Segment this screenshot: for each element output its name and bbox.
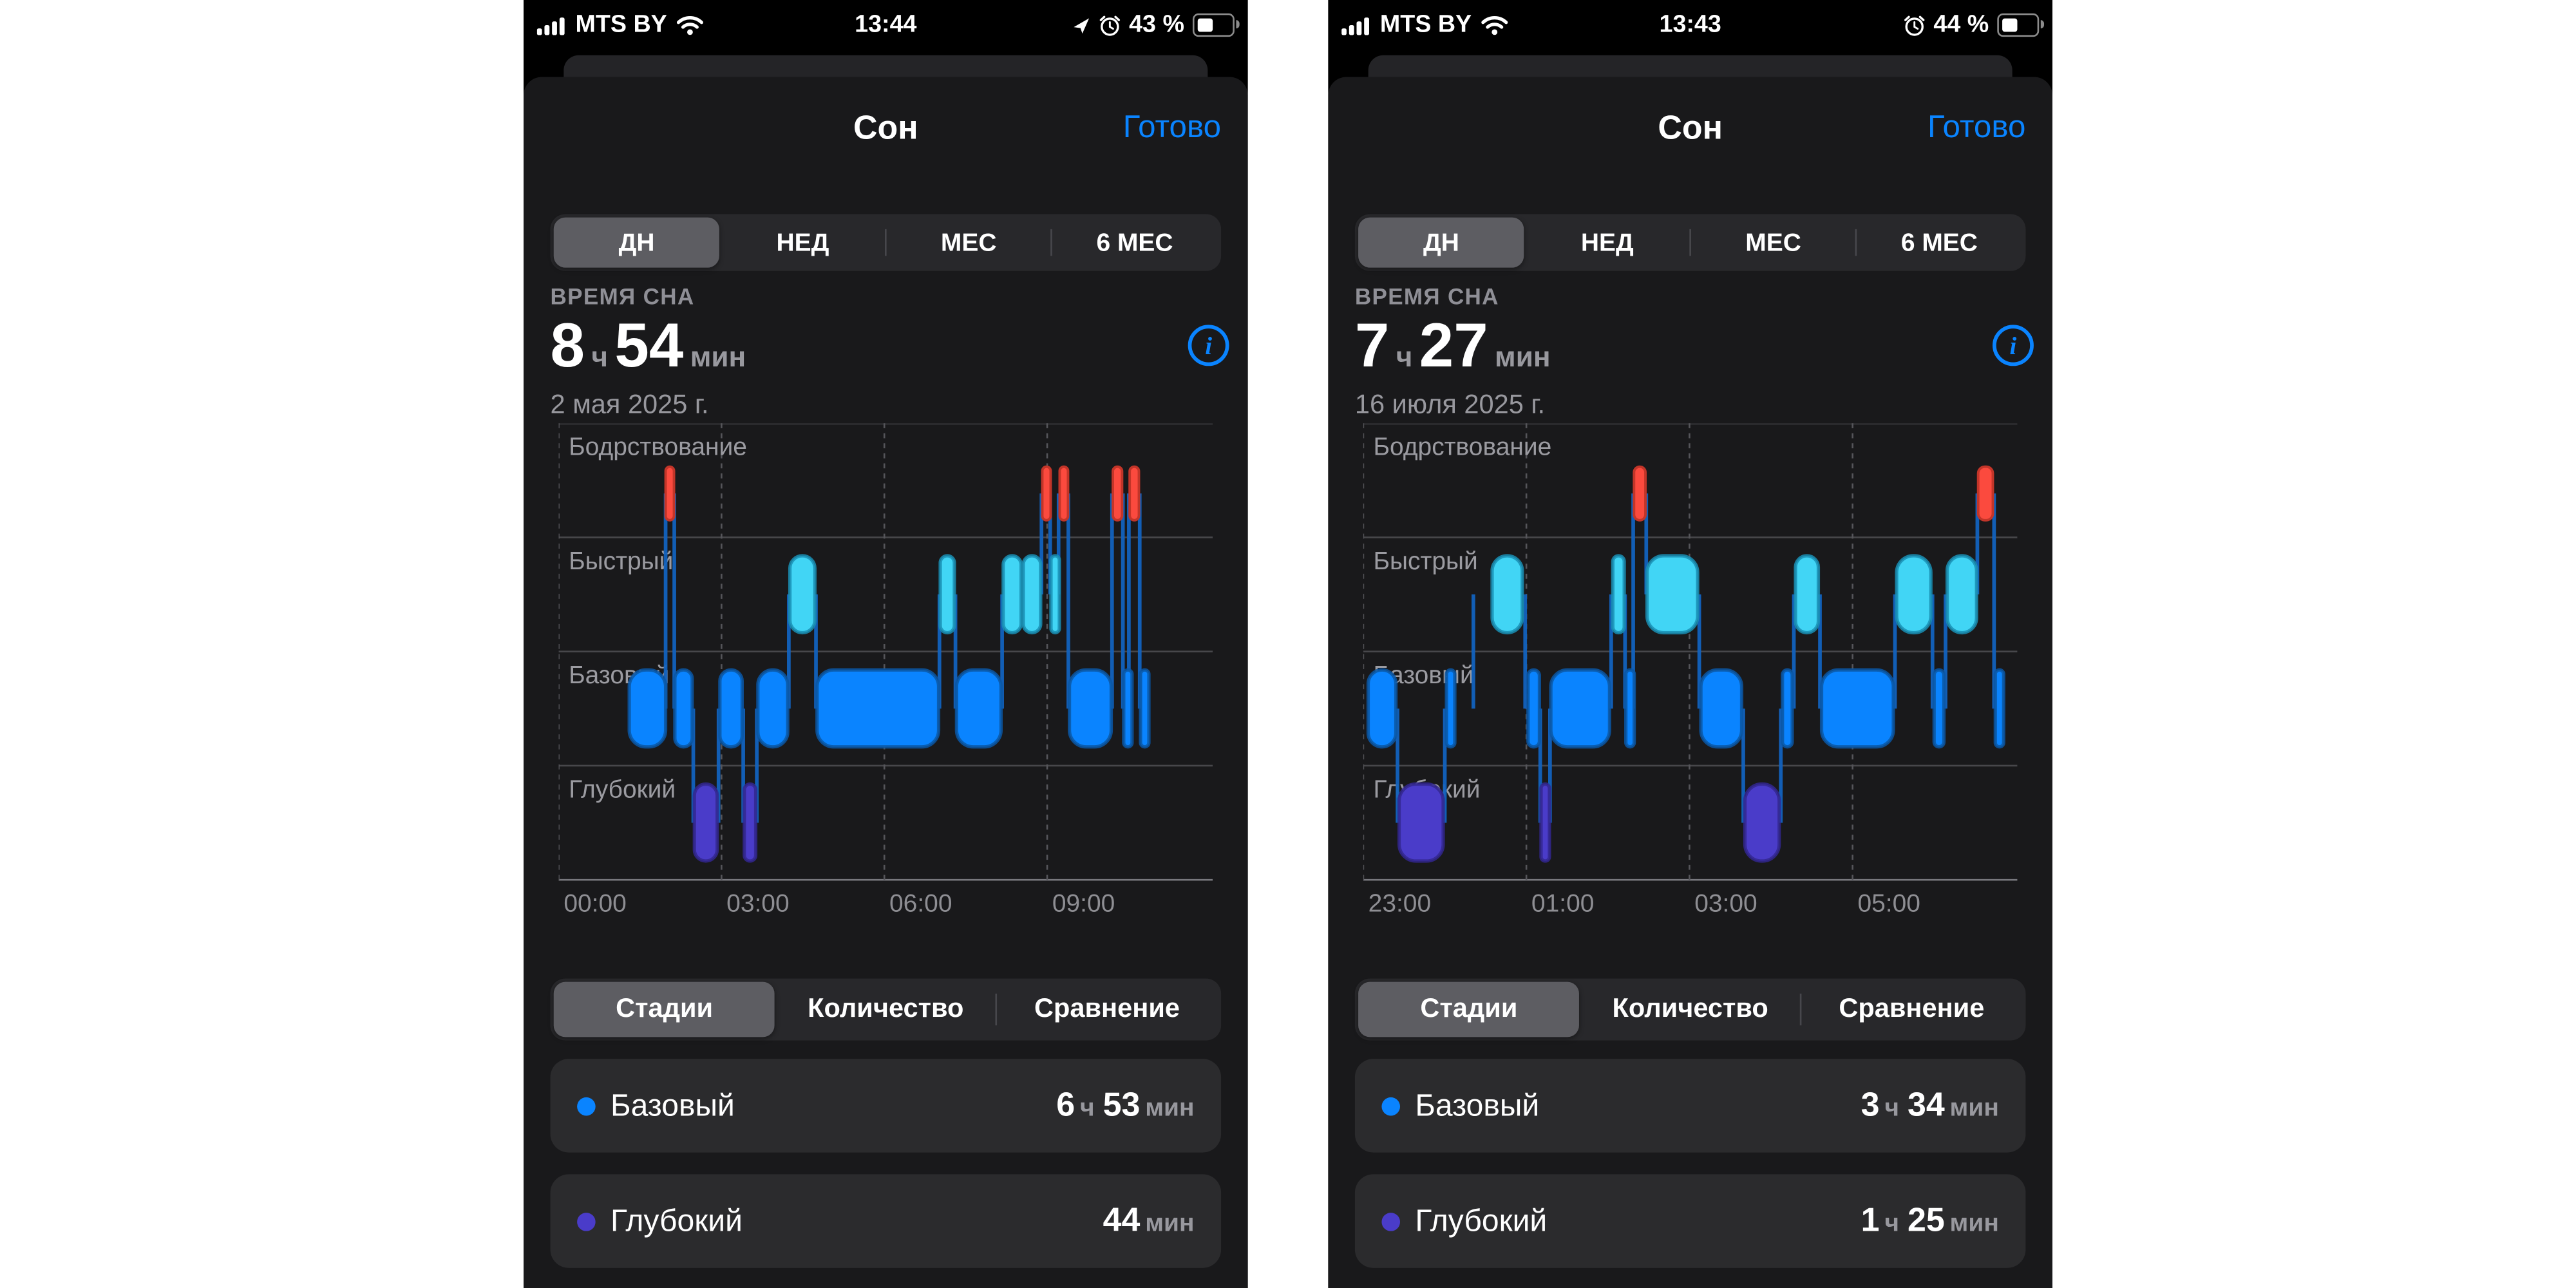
date-label: 2 мая 2025 г.: [550, 391, 709, 420]
legend-row-core[interactable]: Базовый 3 ч 34 мин: [1354, 1059, 2026, 1153]
svg-text:i: i: [1205, 333, 1212, 361]
deep-stage-dot: [1381, 1211, 1401, 1231]
svg-text:Глубокий: Глубокий: [569, 775, 676, 803]
svg-text:00:00: 00:00: [564, 890, 626, 918]
segment-tab-3[interactable]: МЕС: [1689, 218, 1857, 268]
segment-tab-3[interactable]: Сравнение: [995, 982, 1218, 1037]
hours-unit: ч: [1396, 341, 1413, 374]
legend-row-value: 6 ч 53 мин: [1056, 1086, 1195, 1124]
sleep-sheet: Сон Готово ДН НЕД МЕС 6 МЕС ВРЕМЯ СНА 8 ч 5…: [523, 77, 1248, 1288]
hypnogram-svg: 23:00 01:00 03:00 05:00 Бодрствование Быстрый…: [1362, 423, 2018, 918]
svg-text:06:00: 06:00: [889, 890, 952, 918]
iphone-screen-right: MTS BY 13:43 44 % Сон Готово ДН НЕД МЕС 6 М…: [1328, 0, 2053, 1288]
page-title: Сон: [1658, 110, 1723, 147]
segment-tab-1[interactable]: ДН: [1358, 217, 1524, 268]
info-button[interactable]: i: [1186, 323, 1231, 368]
hours-value: 8: [550, 311, 585, 380]
hypnogram-svg: 00:00 03:00 06:00 09:00 Бодрствование Быстрый…: [558, 423, 1213, 918]
segment-tab-3[interactable]: МЕС: [885, 218, 1052, 268]
segment-tab-2[interactable]: НЕД: [1524, 218, 1690, 268]
svg-text:05:00: 05:00: [1857, 890, 1920, 918]
svg-text:i: i: [2010, 333, 2017, 361]
legend-row-deep[interactable]: Глубокий 1 ч 25 мин: [1354, 1174, 2026, 1268]
stage-legend-list: Базовый 6 ч 53 мин Глубокий 44 мин: [550, 1059, 1222, 1288]
cellular-signal-icon: [1341, 16, 1369, 35]
legend-row-value: 3 ч 34 мин: [1861, 1086, 1999, 1124]
core-stage-dot: [1381, 1096, 1401, 1115]
svg-text:01:00: 01:00: [1531, 890, 1594, 918]
hours-unit: ч: [591, 341, 609, 374]
segment-tab-4[interactable]: 6 МЕС: [1050, 218, 1218, 268]
sleep-stages-chart: 23:00 01:00 03:00 05:00 Бодрствование Быстрый…: [1362, 423, 2018, 925]
iphone-screen-left: MTS BY 13:44 43 % Сон Готово ДН НЕД МЕС 6 М…: [523, 0, 1248, 1288]
sleep-duration: 8 ч 54 мин: [551, 314, 753, 376]
segment-tab-2[interactable]: Количество: [1580, 982, 1801, 1037]
battery-percent: 43 %: [1129, 12, 1184, 39]
range-segmented-control: ДН НЕД МЕС 6 МЕС: [550, 214, 1222, 271]
minutes-value: 27: [1419, 311, 1488, 380]
legend-row-label: Базовый: [611, 1087, 735, 1122]
info-icon: i: [1993, 325, 2034, 366]
segment-tab-3[interactable]: Сравнение: [1800, 982, 2023, 1037]
svg-text:Бодрствование: Бодрствование: [569, 433, 747, 460]
minutes-unit: мин: [690, 341, 746, 374]
alarm-icon: [1099, 15, 1120, 35]
alarm-icon: [1904, 15, 1925, 35]
battery-icon: [1997, 14, 2043, 37]
view-segmented-control: Стадии Количество Сравнение: [1354, 978, 2026, 1041]
sleep-stages-chart: 00:00 03:00 06:00 09:00 Бодрствование Быстрый…: [558, 423, 1213, 925]
nav-bar: Сон Готово: [1328, 77, 2052, 174]
carrier-label: MTS BY: [1379, 12, 1472, 39]
nav-bar: Сон Готово: [524, 77, 1248, 174]
range-segmented-control: ДН НЕД МЕС 6 МЕС: [1354, 214, 2026, 271]
page-title: Сон: [853, 110, 918, 147]
core-stage-dot: [577, 1096, 596, 1115]
wifi-icon: [676, 16, 703, 35]
svg-text:09:00: 09:00: [1052, 890, 1115, 918]
segment-tab-2[interactable]: Количество: [775, 982, 996, 1037]
legend-row-label: Глубокий: [1415, 1202, 1548, 1238]
location-icon: [1074, 17, 1089, 33]
sleep-duration: 7 ч 27 мин: [1355, 314, 1557, 376]
svg-text:Бодрствование: Бодрствование: [1373, 433, 1551, 460]
view-segmented-control: Стадии Количество Сравнение: [550, 978, 1222, 1041]
legend-row-value: 44 мин: [1103, 1202, 1195, 1239]
segment-tab-1[interactable]: Стадии: [553, 981, 775, 1037]
svg-text:03:00: 03:00: [1694, 890, 1757, 918]
segment-tab-1[interactable]: ДН: [553, 217, 720, 268]
svg-text:23:00: 23:00: [1368, 890, 1431, 918]
done-button[interactable]: Готово: [1123, 110, 1221, 147]
svg-text:Быстрый: Быстрый: [569, 547, 673, 575]
legend-row-deep[interactable]: Глубокий 44 мин: [550, 1174, 1222, 1268]
deep-stage-dot: [577, 1211, 596, 1231]
battery-icon: [1192, 14, 1239, 37]
carrier-label: MTS BY: [575, 12, 667, 39]
info-icon: i: [1188, 325, 1229, 366]
metric-caption: ВРЕМЯ СНА: [550, 284, 695, 310]
done-button[interactable]: Готово: [1927, 110, 2025, 147]
segment-tab-4[interactable]: 6 МЕС: [1855, 218, 2022, 268]
cellular-signal-icon: [536, 16, 565, 35]
status-bar: MTS BY 13:43 44 %: [1328, 0, 2052, 50]
info-button[interactable]: i: [1991, 323, 2036, 368]
status-bar: MTS BY 13:44 43 %: [524, 0, 1248, 50]
legend-row-value: 1 ч 25 мин: [1861, 1202, 1999, 1239]
hours-value: 7: [1354, 311, 1390, 380]
legend-row-core[interactable]: Базовый 6 ч 53 мин: [550, 1059, 1222, 1153]
minutes-unit: мин: [1495, 341, 1551, 374]
segment-tab-1[interactable]: Стадии: [1358, 981, 1580, 1037]
legend-row-label: Базовый: [1415, 1087, 1540, 1122]
svg-text:03:00: 03:00: [726, 890, 789, 918]
svg-text:Быстрый: Быстрый: [1373, 547, 1477, 575]
minutes-value: 54: [614, 311, 684, 380]
wifi-icon: [1481, 16, 1508, 35]
sleep-sheet: Сон Готово ДН НЕД МЕС 6 МЕС ВРЕМЯ СНА 7 ч 2…: [1328, 77, 2053, 1288]
battery-percent: 44 %: [1933, 12, 1989, 39]
stage-legend-list: Базовый 3 ч 34 мин Глубокий 1 ч 25 мин: [1354, 1059, 2026, 1288]
segment-tab-2[interactable]: НЕД: [720, 218, 886, 268]
legend-row-label: Глубокий: [611, 1202, 743, 1238]
metric-caption: ВРЕМЯ СНА: [1354, 284, 1499, 310]
date-label: 16 июля 2025 г.: [1354, 391, 1546, 420]
